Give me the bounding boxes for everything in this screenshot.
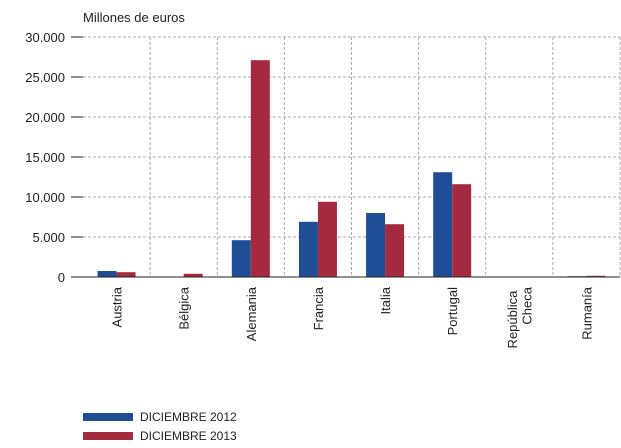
y-tick-label: 20.000 bbox=[25, 110, 65, 125]
x-tick-label: Austria bbox=[110, 286, 125, 327]
x-tick-label: Bélgica bbox=[177, 286, 192, 329]
x-tick-label: República Checa bbox=[505, 286, 534, 348]
bar bbox=[317, 201, 337, 277]
bar bbox=[433, 172, 453, 277]
y-tick-label: 25.000 bbox=[25, 70, 65, 85]
bar bbox=[586, 275, 606, 277]
bar bbox=[116, 272, 136, 277]
bar bbox=[183, 273, 203, 277]
bar bbox=[385, 224, 405, 277]
x-tick-label: Portugal bbox=[445, 287, 460, 336]
x-tick-label: Italia bbox=[378, 286, 393, 314]
bar bbox=[366, 213, 386, 277]
legend-label: DICIEMBRE 2013 bbox=[140, 429, 237, 443]
bar bbox=[298, 221, 318, 277]
x-tick-label: Rumanía bbox=[579, 286, 594, 340]
legend-label: DICIEMBRE 2012 bbox=[140, 410, 237, 424]
x-tick-label: Francia bbox=[311, 286, 326, 330]
y-axis-label: Millones de euros bbox=[83, 10, 185, 25]
bar bbox=[452, 184, 472, 277]
bar bbox=[231, 240, 251, 277]
y-tick-label: 5.000 bbox=[32, 230, 65, 245]
bar bbox=[97, 271, 117, 277]
x-tick-label: Alemania bbox=[244, 286, 259, 341]
bar bbox=[250, 60, 270, 278]
y-tick-label: 0 bbox=[58, 270, 65, 285]
y-tick-label: 10.000 bbox=[25, 190, 65, 205]
legend-swatch bbox=[83, 432, 133, 440]
y-tick-label: 30.000 bbox=[25, 30, 65, 45]
y-tick-label: 15.000 bbox=[25, 150, 65, 165]
legend-swatch bbox=[83, 413, 133, 421]
